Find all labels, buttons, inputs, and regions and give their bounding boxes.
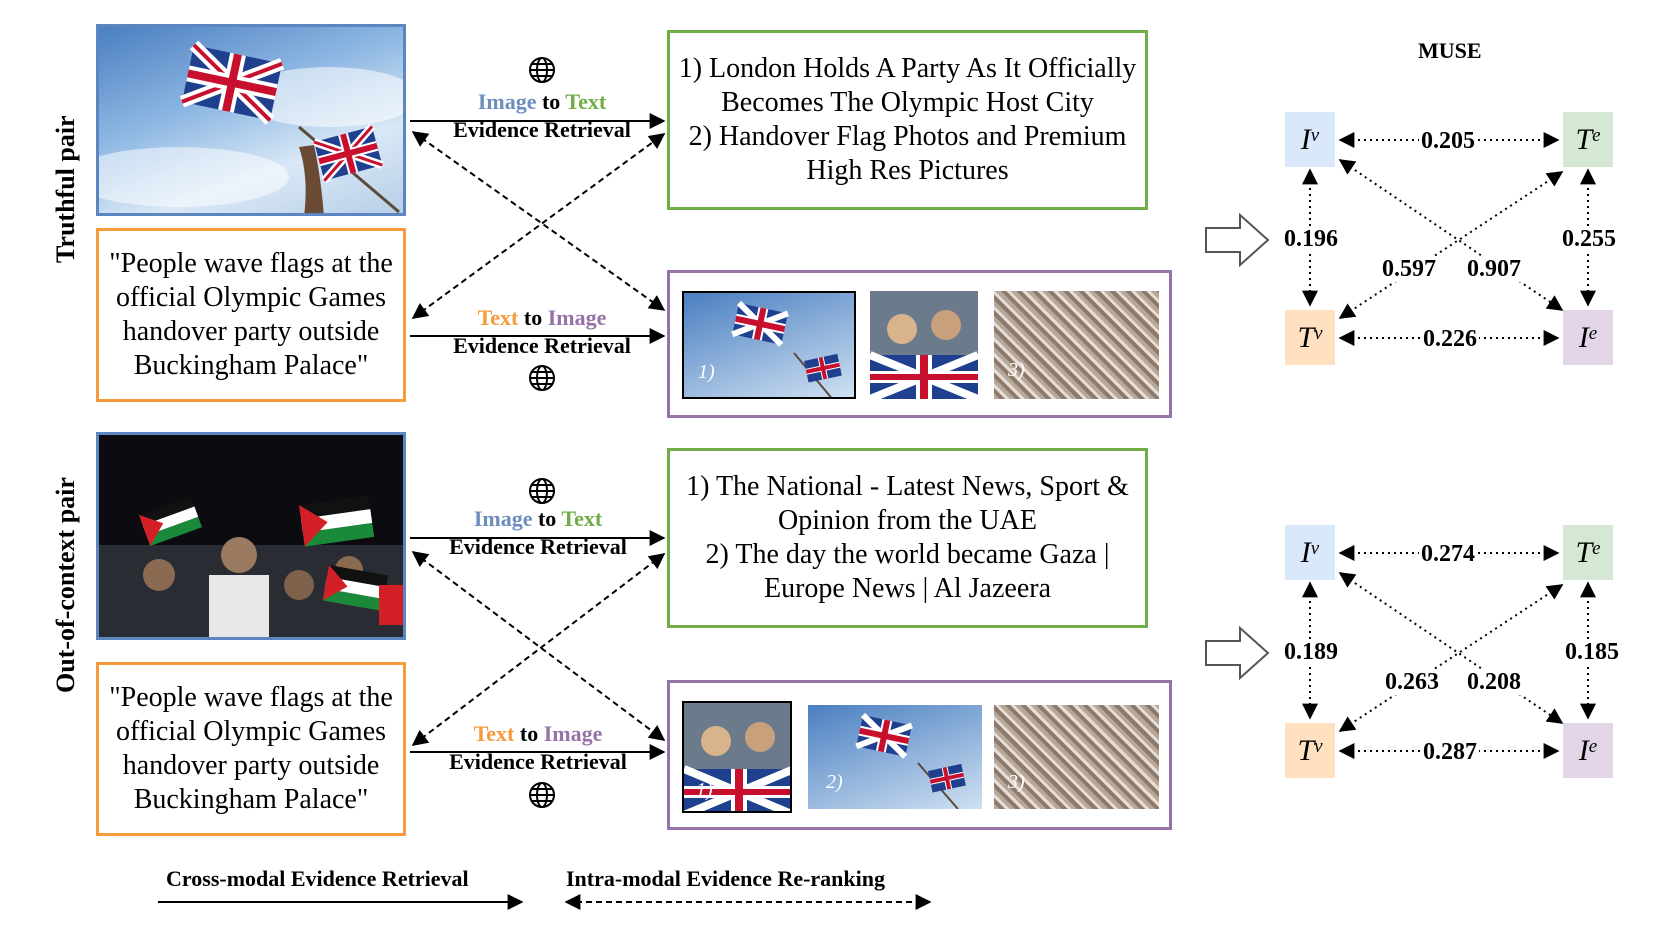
score-iv-ie: 0.208 xyxy=(1465,669,1523,695)
evidence-line: 1) The National - Latest News, Sport & xyxy=(686,471,1129,502)
score-te-ie: 0.255 xyxy=(1560,226,1618,252)
score-iv-tv: 0.189 xyxy=(1282,639,1340,665)
protest-flags-illustration xyxy=(99,495,403,637)
score-iv-ie: 0.907 xyxy=(1465,256,1523,282)
union-jack-flags-illustration xyxy=(99,40,403,213)
globe-icon xyxy=(529,478,555,504)
globe-icon xyxy=(529,365,555,391)
evidence-thumb: 3) xyxy=(994,291,1159,399)
score-tv-ie: 0.226 xyxy=(1421,326,1479,352)
muse-title: MUSE xyxy=(1418,38,1482,63)
truthful-claim-image xyxy=(96,24,406,216)
score-iv-te: 0.274 xyxy=(1419,541,1477,567)
text-to-image-label-truthful: Text to Image Evidence Retrieval xyxy=(453,305,631,358)
evidence-thumb: 1) xyxy=(682,701,792,813)
evidence-line: Becomes The Olympic Host City xyxy=(721,87,1094,118)
evidence-line: Opinion from the UAE xyxy=(778,505,1037,536)
flag-icon xyxy=(731,300,842,397)
thumb-number: 2) xyxy=(826,771,843,793)
edge-te-tv xyxy=(1338,584,1564,732)
edge-iv-ie xyxy=(1338,572,1564,724)
crowd-with-flag-illustration xyxy=(684,722,790,811)
evidence-thumb xyxy=(870,291,978,399)
ooc-claim-text: "People wave flags at the official Olymp… xyxy=(96,662,406,836)
ooc-image-evidence: 1) 2) 3) xyxy=(667,680,1172,830)
score-te-tv: 0.597 xyxy=(1380,256,1438,282)
legend-cross-modal: Cross-modal Evidence Retrieval xyxy=(166,866,469,891)
thumb-number: 3) xyxy=(1008,359,1025,381)
score-te-ie: 0.185 xyxy=(1563,639,1621,665)
score-iv-tv: 0.196 xyxy=(1282,226,1340,252)
evidence-retrieval-label: Evidence Retrieval xyxy=(453,333,631,358)
truthful-text-evidence: 1) London Holds A Party As It Officially… xyxy=(667,30,1148,210)
evidence-retrieval-label: Evidence Retrieval xyxy=(453,117,631,142)
text-to-image-label-ooc: Text to Image Evidence Retrieval xyxy=(449,721,627,774)
hollow-arrow-icon xyxy=(1205,625,1270,681)
score-te-tv: 0.263 xyxy=(1383,669,1441,695)
evidence-thumb: 2) xyxy=(808,705,982,809)
evidence-line: High Res Pictures xyxy=(806,155,1009,186)
rerank-text-to-text-truthful xyxy=(411,133,666,319)
claim-quote: "People wave flags at the official Olymp… xyxy=(109,248,393,381)
hollow-arrow-icon xyxy=(1205,212,1270,268)
thumb-number: 3) xyxy=(1008,771,1025,793)
thumb-number: 1) xyxy=(696,779,713,801)
edge-te-tv xyxy=(1338,171,1564,319)
evidence-line: Europe News | Al Jazeera xyxy=(763,573,1052,604)
edge-iv-ie xyxy=(1338,159,1564,311)
globe-icon xyxy=(529,782,555,808)
rerank-image-to-image-truthful xyxy=(411,131,666,311)
thumb-number: 1) xyxy=(698,361,715,383)
score-tv-ie: 0.287 xyxy=(1421,739,1479,765)
ooc-text-evidence: 1) The National - Latest News, Sport & O… xyxy=(667,448,1148,628)
evidence-thumb: 1) xyxy=(682,291,856,399)
evidence-line: 2) The day the world became Gaza | xyxy=(705,539,1110,570)
evidence-thumb: 3) xyxy=(994,705,1159,809)
rerank-text-to-text-ooc xyxy=(411,553,666,746)
globe-icon xyxy=(529,57,555,83)
evidence-line: 1) London Holds A Party As It Officially xyxy=(678,53,1137,84)
truthful-claim-text: "People wave flags at the official Olymp… xyxy=(96,228,406,402)
evidence-retrieval-label: Evidence Retrieval xyxy=(449,749,627,774)
image-to-text-label-truthful: Image to Text Evidence Retrieval xyxy=(453,89,631,142)
flag-icon xyxy=(855,712,966,809)
crowd-with-flag-illustration xyxy=(870,310,978,399)
truthful-image-evidence: 1) 3) xyxy=(667,270,1172,418)
score-iv-te: 0.205 xyxy=(1419,128,1477,154)
image-to-text-label-ooc: Image to Text Evidence Retrieval xyxy=(449,506,627,559)
evidence-retrieval-label: Evidence Retrieval xyxy=(449,534,627,559)
ooc-claim-image xyxy=(96,432,406,640)
claim-quote: "People wave flags at the official Olymp… xyxy=(109,682,393,815)
legend-intra-modal: Intra-modal Evidence Re-ranking xyxy=(566,866,885,891)
rerank-image-to-image-ooc xyxy=(411,551,666,741)
evidence-line: 2) Handover Flag Photos and Premium xyxy=(688,121,1127,152)
